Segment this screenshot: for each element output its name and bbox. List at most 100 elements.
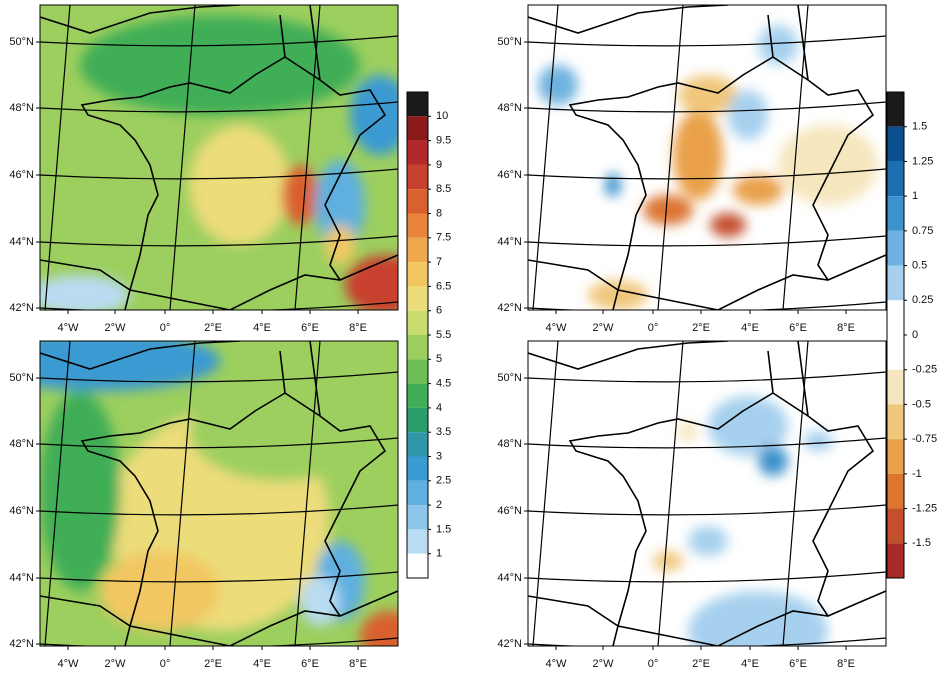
colorbar-bin xyxy=(407,310,428,335)
colorbar-bin xyxy=(407,164,428,190)
lat-label: 50°N xyxy=(9,372,34,384)
map-field xyxy=(528,5,886,310)
lon-label: 8°E xyxy=(349,322,367,334)
colorbar-bin xyxy=(887,369,904,405)
lat-label: 48°N xyxy=(9,438,34,450)
colorbar-bin xyxy=(407,92,428,117)
map-field xyxy=(40,341,398,646)
field-blob xyxy=(605,173,621,197)
colorbar-bin xyxy=(887,92,904,127)
colorbar-label: 2 xyxy=(436,499,442,511)
coastline xyxy=(772,56,875,281)
latitude-line xyxy=(40,371,398,383)
lat-label: 46°N xyxy=(497,169,522,181)
colorbar-bin xyxy=(407,335,428,360)
coastline xyxy=(229,254,398,310)
field-blob xyxy=(190,381,370,481)
latitude-line xyxy=(40,301,398,310)
coastline xyxy=(40,5,241,34)
map-frame xyxy=(39,4,399,311)
field-blobs xyxy=(538,25,878,310)
colorbar-label: 0 xyxy=(912,329,918,341)
lon-label: 8°E xyxy=(837,658,855,670)
latitude-line xyxy=(40,35,398,47)
field-blob xyxy=(678,421,698,441)
field-blob xyxy=(803,431,833,451)
colorbar-bin xyxy=(887,126,904,162)
lon-label: 2°W xyxy=(105,658,127,670)
colorbar-bin xyxy=(887,196,904,231)
coastline xyxy=(40,259,231,310)
colorbar-bin xyxy=(407,189,428,214)
latitude-line xyxy=(40,437,398,449)
lat-label: 46°N xyxy=(497,505,522,517)
lat-label: 42°N xyxy=(9,638,34,650)
lon-label: 8°E xyxy=(837,322,855,334)
colorbar-bin xyxy=(407,407,428,433)
latitude-line xyxy=(40,235,398,247)
longitude-line xyxy=(294,5,321,310)
colorbar-bin xyxy=(407,456,428,481)
colorbar-label: 10 xyxy=(436,110,448,122)
map-background xyxy=(528,341,886,646)
lat-label: 46°N xyxy=(9,505,34,517)
lat-label: 44°N xyxy=(497,572,522,584)
latitude-line xyxy=(528,437,886,449)
colorbar-label: 5.5 xyxy=(436,329,451,341)
colorbar-label: 6.5 xyxy=(436,280,451,292)
field-blob xyxy=(80,15,360,115)
map-field xyxy=(528,341,886,646)
latitude-line xyxy=(40,637,398,646)
lon-label: 2°W xyxy=(593,322,615,334)
colorbar-bin xyxy=(887,543,904,578)
colorbar: 1.5 1.25 1 0.75 0.5 0.25 0 -0.25 -0.5 -0.75 -1 -1.2… xyxy=(886,91,937,579)
colorbar-label: 3 xyxy=(436,450,442,462)
colorbar-bin xyxy=(407,505,428,530)
colorbar-bin xyxy=(887,265,904,301)
coastline xyxy=(528,259,719,310)
coastline xyxy=(229,590,398,646)
field-blob xyxy=(190,125,290,245)
lon-label: 6°E xyxy=(301,658,319,670)
colorbar-bin xyxy=(407,262,428,287)
lat-label: 44°N xyxy=(497,236,522,248)
colorbar-bin xyxy=(887,404,904,440)
field-blob xyxy=(588,280,648,310)
colorbar-bin xyxy=(887,300,904,335)
latitude-line xyxy=(528,168,886,180)
colorbar-bin xyxy=(887,161,904,197)
coastline xyxy=(528,595,719,646)
lat-label: 50°N xyxy=(497,372,522,384)
colorbar-bin xyxy=(407,529,428,554)
colorbar-label: 1.5 xyxy=(912,121,927,133)
latitude-line xyxy=(40,504,398,516)
latitude-line xyxy=(528,371,886,383)
map-frame xyxy=(527,340,887,647)
longitude-line xyxy=(169,5,196,310)
latitude-line xyxy=(528,504,886,516)
lon-label: 4°W xyxy=(546,658,568,670)
colorbar-label: 7 xyxy=(436,256,442,268)
colorbar-bin xyxy=(407,553,428,578)
colorbar-bin xyxy=(407,213,428,238)
field-blob xyxy=(758,25,798,65)
colorbar-label: 0.75 xyxy=(912,225,933,237)
coastline xyxy=(767,350,774,394)
field-blob xyxy=(40,275,130,310)
coastline xyxy=(717,254,886,310)
latitude-line xyxy=(528,301,886,310)
colorbar-bin xyxy=(887,473,904,509)
field-blob xyxy=(733,175,783,205)
lat-label: 48°N xyxy=(9,102,34,114)
coastline xyxy=(717,590,886,646)
colorbar-label: -1.25 xyxy=(912,502,937,514)
colorbar-label: 5 xyxy=(436,353,442,365)
coastline xyxy=(80,56,286,310)
lon-label: 2°E xyxy=(204,322,222,334)
colorbar: 10 9.5 9 8.5 8 7.5 7 6.5 6 5.5 5 4.5 4 3.5 3 2.5 2 1.5 1 xyxy=(406,91,451,579)
lon-label: 6°E xyxy=(789,322,807,334)
colorbar-bin xyxy=(407,359,428,384)
coastline xyxy=(528,341,729,370)
lat-label: 42°N xyxy=(497,302,522,314)
